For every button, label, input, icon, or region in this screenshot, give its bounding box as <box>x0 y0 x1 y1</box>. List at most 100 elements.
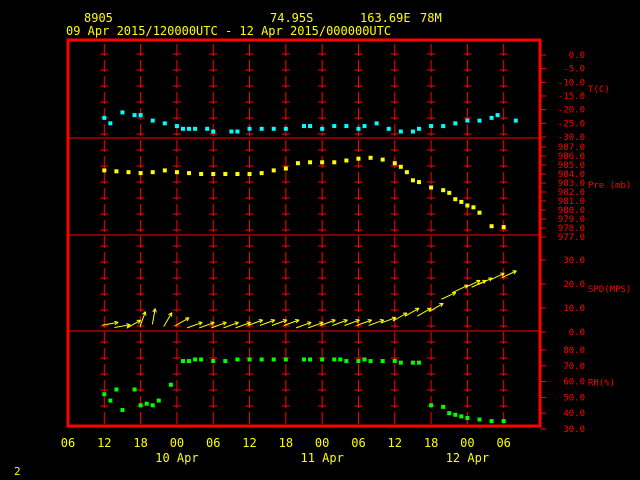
humidity-point <box>211 359 216 364</box>
wind-vector <box>186 321 203 329</box>
humidity-point <box>193 357 198 362</box>
y-tick-label: -25.0 <box>558 119 585 129</box>
wind-vector <box>332 319 348 326</box>
wind-vector <box>404 307 420 317</box>
wind-vector <box>344 319 360 326</box>
pressure-point <box>199 172 204 176</box>
pressure-point <box>126 170 131 175</box>
wind-vector <box>211 321 227 329</box>
pressure-point <box>211 172 216 176</box>
pressure-point <box>295 161 300 166</box>
humidity-point <box>429 403 434 408</box>
temperature-point <box>374 121 379 126</box>
plot-frame <box>66 38 542 428</box>
y-tick-label: 987.0 <box>558 143 585 153</box>
humidity-point <box>102 392 107 397</box>
pressure-point <box>392 161 397 166</box>
y-tick-label: 980.0 <box>558 206 585 216</box>
humidity-point <box>132 387 137 392</box>
pressure-point <box>489 224 494 229</box>
pressure-point <box>441 188 446 193</box>
humidity-point <box>380 359 385 364</box>
wind-vector <box>151 308 157 325</box>
pressure-point <box>247 172 252 176</box>
pressure-point <box>271 168 276 173</box>
period-label: 09 Apr 2015/120000UTC - 12 Apr 2015/0000… <box>66 24 391 38</box>
y-tick-label: 984.0 <box>558 170 585 180</box>
temperature-point <box>150 118 155 123</box>
temperature-point <box>465 118 470 123</box>
pressure-point <box>429 185 434 190</box>
humidity-point <box>368 359 373 364</box>
station-latitude: 74.95S <box>270 11 313 25</box>
y-tick-label: 0.0 <box>569 51 585 61</box>
y-tick-label: -10.0 <box>558 78 585 88</box>
temperature-point <box>132 113 137 118</box>
wind-vector <box>223 321 239 329</box>
temperature-point <box>229 129 234 134</box>
temperature-point <box>513 118 518 123</box>
pressure-point <box>459 199 464 204</box>
humidity-point <box>150 403 155 408</box>
humidity-point <box>223 359 228 364</box>
humidity-point <box>465 415 470 420</box>
y-tick-label: 50.0 <box>563 393 585 403</box>
x-tick-label: 00 <box>170 436 184 450</box>
y-tick-label: 979.0 <box>558 215 585 225</box>
x-tick-label: 06 <box>351 436 365 450</box>
humidity-point <box>156 398 161 403</box>
wind-vector <box>259 319 276 326</box>
wind-vector <box>489 272 505 281</box>
wind-vector <box>501 270 517 279</box>
station-id: 8905 <box>84 11 113 25</box>
temperature-point <box>283 126 288 131</box>
y-tick-label: 30.0 <box>563 425 585 435</box>
x-tick-label: 18 <box>424 436 438 450</box>
pressure-point <box>471 205 476 210</box>
humidity-point <box>180 359 185 364</box>
pressure-point <box>102 168 107 173</box>
humidity-point <box>114 387 119 392</box>
wind-vector <box>271 319 288 326</box>
pressure-point <box>283 166 288 171</box>
pressure-point <box>332 160 337 165</box>
temperature-point <box>271 126 276 131</box>
humidity-point <box>271 357 276 362</box>
temperature-point <box>416 126 421 131</box>
temperature-point <box>495 113 500 118</box>
humidity-point <box>501 419 506 424</box>
pressure-point <box>416 180 421 185</box>
pressure-point <box>235 172 240 176</box>
humidity-point <box>168 382 173 387</box>
wind-vector <box>380 316 397 324</box>
y-axis-label-wind: SPD(MPS) <box>588 285 631 295</box>
humidity-point <box>283 357 288 362</box>
y-tick-label: 981.0 <box>558 197 585 207</box>
temperature-point <box>398 129 403 134</box>
wind-vector <box>163 312 173 327</box>
temperature-point <box>102 115 107 120</box>
humidity-point <box>235 357 240 362</box>
pressure-point <box>162 168 167 173</box>
x-tick-label: 06 <box>61 436 75 450</box>
x-tick-label: 00 <box>315 436 329 450</box>
humidity-point <box>362 357 367 362</box>
temperature-point <box>120 110 125 115</box>
humidity-point <box>416 360 421 365</box>
y-tick-label: -5.0 <box>563 65 585 75</box>
wind-vector <box>416 307 432 317</box>
temperature-point <box>302 124 306 129</box>
temperature-point <box>308 124 313 129</box>
x-tick-label: 18 <box>279 436 293 450</box>
pressure-point <box>447 190 452 195</box>
temperature-point <box>247 126 252 131</box>
pressure-point <box>368 155 373 160</box>
humidity-point <box>144 401 149 406</box>
pressure-point <box>259 171 264 176</box>
humidity-point <box>477 417 482 422</box>
humidity-point <box>356 359 361 364</box>
y-tick-label: 80.0 <box>563 346 585 356</box>
y-tick-label: 0.0 <box>569 328 585 338</box>
temperature-point <box>489 115 494 120</box>
y-tick-label: 40.0 <box>563 409 585 419</box>
